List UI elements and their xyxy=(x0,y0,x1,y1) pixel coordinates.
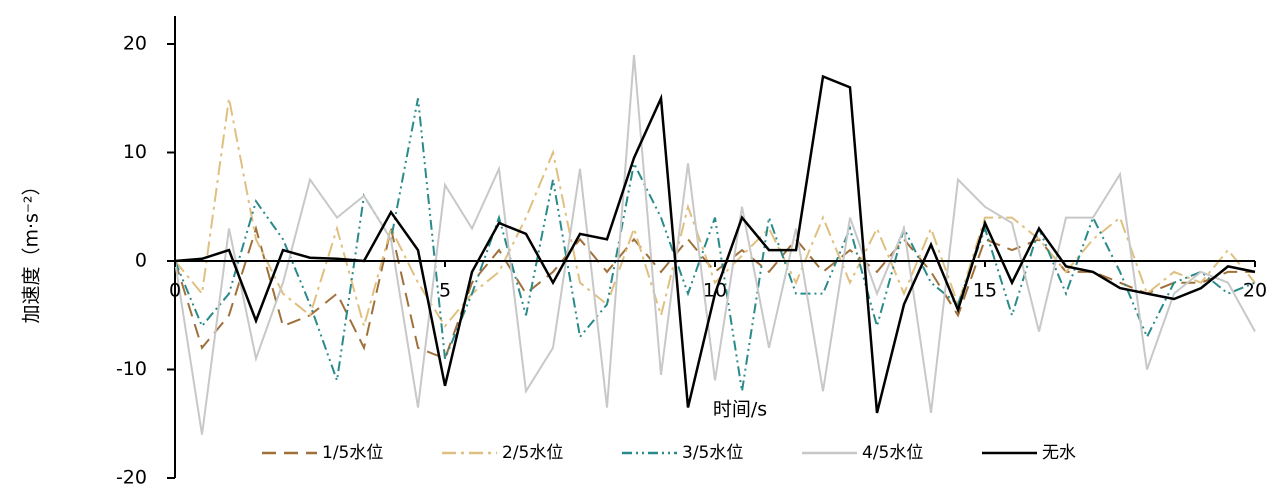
series-line xyxy=(174,98,1256,330)
series-line xyxy=(174,74,1256,414)
y-tick-label: 20 xyxy=(123,33,147,55)
x-tick-label: 15 xyxy=(973,280,997,302)
y-tick-label: -20 xyxy=(116,467,147,488)
y-tick-label: 10 xyxy=(123,141,147,163)
y-tick-label: 0 xyxy=(135,250,147,272)
legend-label: 2/5水位 xyxy=(502,443,563,463)
y-axis-label: 加速度（m·s⁻²） xyxy=(21,176,43,323)
legend-label: 4/5水位 xyxy=(862,443,923,463)
series-line xyxy=(174,98,1256,392)
x-axis-label: 时间/s xyxy=(713,399,767,421)
series-line xyxy=(174,224,1255,360)
legend-label: 1/5水位 xyxy=(322,443,383,463)
x-tick-label: 10 xyxy=(703,280,727,302)
series-line xyxy=(174,54,1256,435)
x-tick-label: 20 xyxy=(1243,280,1267,302)
legend-label: 无水 xyxy=(1042,443,1076,463)
x-tick-label: 5 xyxy=(439,280,451,302)
legend-label: 3/5水位 xyxy=(682,443,743,463)
x-tick-label: 0 xyxy=(169,280,181,302)
y-tick-label: -10 xyxy=(116,358,147,380)
